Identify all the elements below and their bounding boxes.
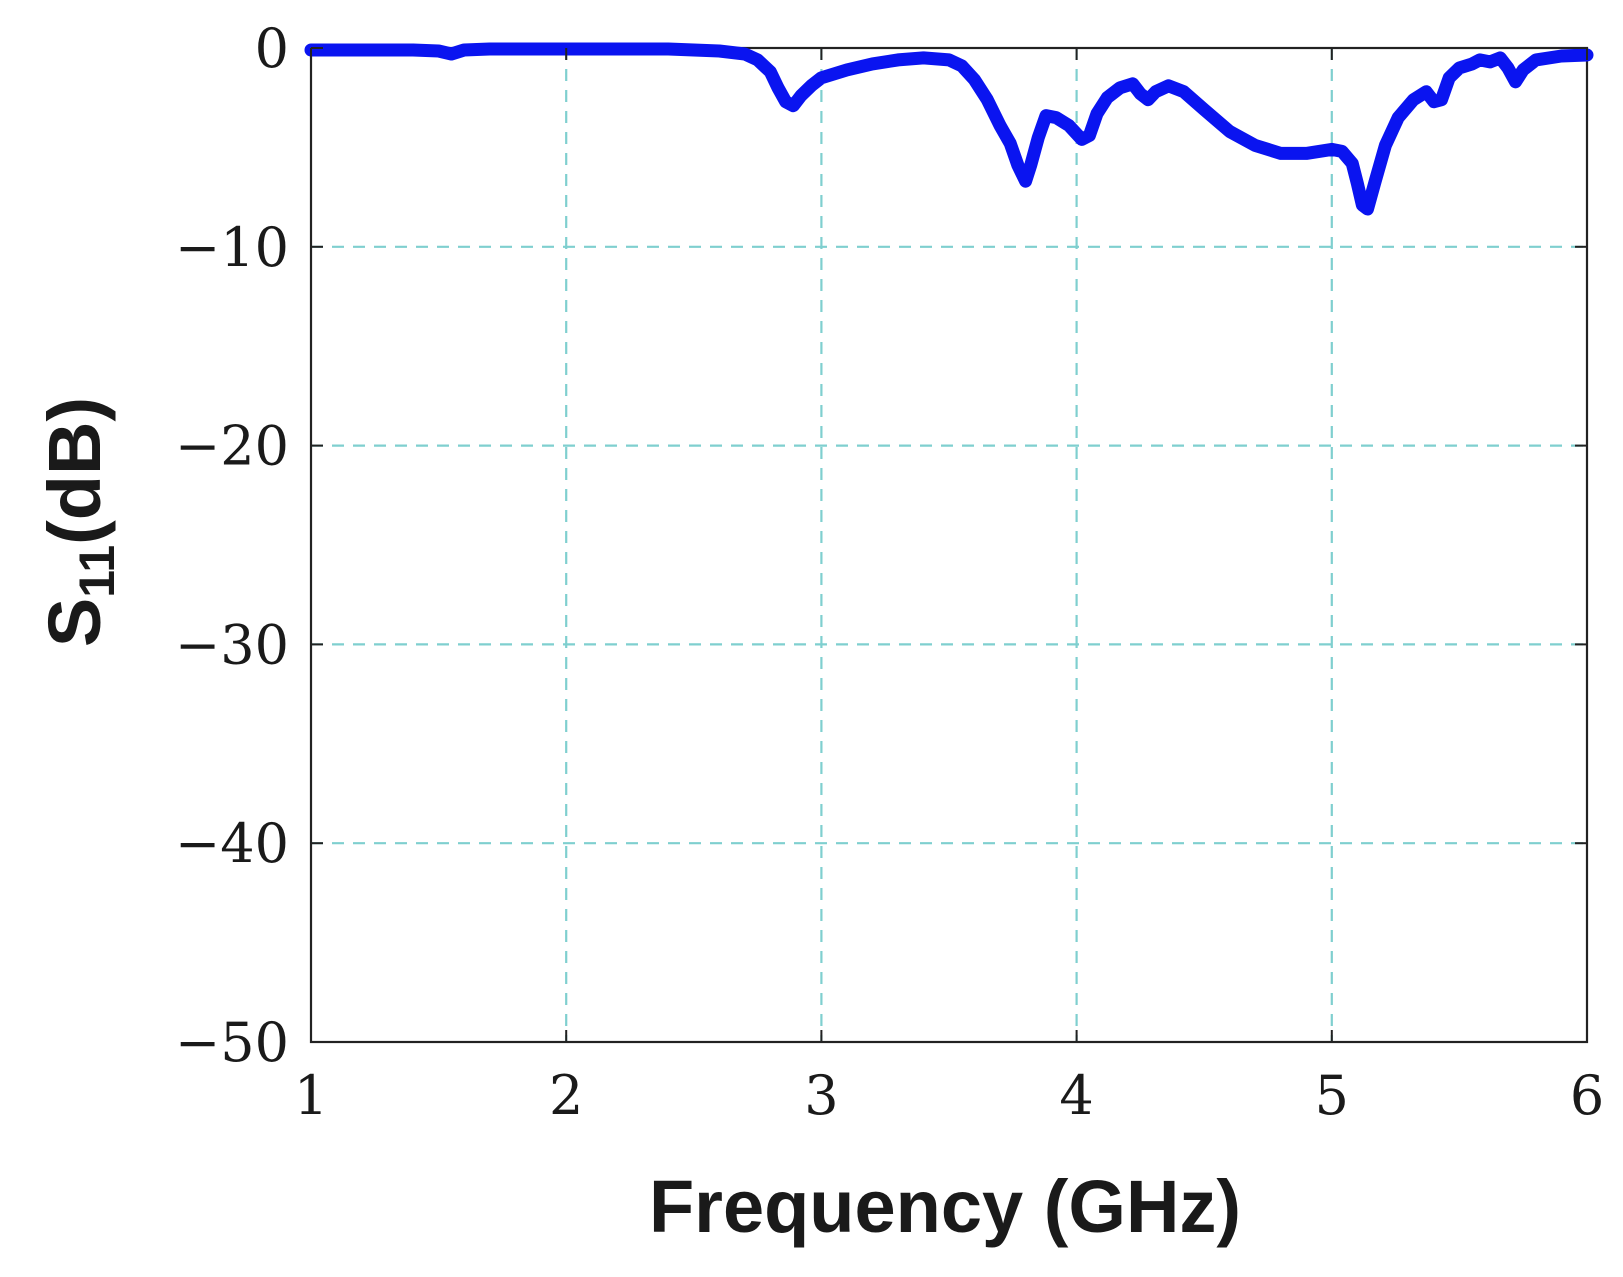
y-axis-title: S11(dB)	[33, 397, 125, 647]
y-tick-label-2: −20	[175, 415, 289, 478]
plot-border	[309, 46, 1589, 1044]
y-tick-label-4: −40	[175, 812, 289, 875]
y-axis-title-main: S	[33, 598, 116, 647]
y-tick-label-5: −50	[175, 1011, 289, 1074]
x-tick-label-3: 3	[804, 1064, 838, 1127]
x-tick-label-6: 6	[1570, 1064, 1604, 1127]
x-tick-label-5: 5	[1315, 1064, 1349, 1127]
x-tick-label-1: 1	[294, 1064, 328, 1127]
y-axis-title-suffix: (dB)	[33, 397, 116, 545]
y-tick-labels: 0 −10 −20 −30 −40 −50	[175, 17, 289, 1074]
grid-lines	[311, 48, 1587, 1042]
x-tick-label-4: 4	[1059, 1064, 1093, 1127]
series-group	[304, 42, 1594, 216]
x-tick-label-2: 2	[549, 1064, 583, 1127]
x-tick-labels: 1 2 3 4 5 6	[294, 1064, 1604, 1127]
y-tick-label-1: −10	[175, 216, 289, 279]
tick-marks	[310, 47, 1588, 1043]
y-tick-label-0: 0	[255, 17, 289, 80]
y-axis-title-subscript: 11	[69, 545, 125, 598]
s11-series-line	[304, 42, 1594, 216]
y-tick-label-3: −30	[175, 613, 289, 676]
plot-frame	[309, 46, 1589, 1044]
x-axis-title: Frequency (GHz)	[649, 1165, 1241, 1248]
